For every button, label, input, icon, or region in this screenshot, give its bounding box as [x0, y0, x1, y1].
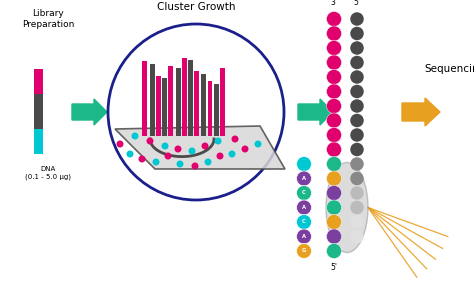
Circle shape — [153, 158, 159, 166]
Circle shape — [350, 56, 364, 69]
Text: Cluster Growth: Cluster Growth — [157, 2, 235, 12]
Circle shape — [327, 200, 341, 215]
Circle shape — [350, 99, 364, 113]
Circle shape — [350, 172, 364, 185]
Circle shape — [327, 113, 341, 128]
Circle shape — [297, 214, 311, 229]
Circle shape — [350, 85, 364, 98]
Circle shape — [327, 171, 341, 186]
Circle shape — [327, 11, 341, 26]
Circle shape — [327, 84, 341, 99]
Circle shape — [327, 128, 341, 143]
Text: A: A — [302, 176, 306, 181]
Text: DNA
(0.1 - 5.0 μg): DNA (0.1 - 5.0 μg) — [25, 166, 71, 179]
Circle shape — [327, 41, 341, 55]
FancyArrow shape — [72, 99, 107, 125]
Circle shape — [327, 70, 341, 85]
Circle shape — [191, 162, 199, 170]
Text: 5': 5' — [330, 263, 337, 272]
Circle shape — [215, 137, 221, 145]
Circle shape — [350, 12, 364, 26]
Circle shape — [327, 243, 341, 258]
Bar — [208, 81, 212, 136]
Circle shape — [350, 27, 364, 40]
Circle shape — [131, 133, 138, 139]
Circle shape — [350, 186, 364, 200]
Circle shape — [117, 141, 124, 147]
Bar — [201, 74, 207, 136]
Circle shape — [297, 243, 311, 258]
Ellipse shape — [326, 162, 368, 252]
Circle shape — [297, 171, 311, 186]
Circle shape — [127, 151, 134, 158]
Circle shape — [201, 143, 209, 149]
FancyArrow shape — [402, 98, 440, 126]
Circle shape — [350, 157, 364, 171]
Bar — [168, 66, 173, 136]
Text: Library
Preparation: Library Preparation — [22, 9, 74, 29]
Text: Sequencing: Sequencing — [424, 64, 474, 74]
Text: A: A — [302, 234, 306, 239]
Bar — [149, 64, 155, 136]
Bar — [215, 84, 219, 136]
Bar — [34, 129, 43, 154]
Circle shape — [174, 145, 182, 153]
Text: C: C — [302, 191, 306, 195]
Bar — [34, 69, 43, 154]
Circle shape — [350, 70, 364, 84]
Circle shape — [297, 229, 311, 244]
Circle shape — [350, 230, 364, 243]
Circle shape — [327, 214, 341, 229]
Circle shape — [350, 41, 364, 55]
Circle shape — [189, 147, 195, 154]
Bar — [34, 69, 43, 94]
Circle shape — [164, 153, 172, 160]
Text: A: A — [302, 205, 306, 210]
Circle shape — [327, 142, 341, 157]
Text: C: C — [302, 220, 306, 224]
Text: 5': 5' — [354, 0, 361, 7]
Circle shape — [146, 137, 154, 145]
Circle shape — [327, 55, 341, 70]
Bar — [182, 58, 186, 136]
Circle shape — [327, 229, 341, 244]
Circle shape — [204, 158, 211, 166]
Circle shape — [217, 153, 224, 160]
Text: 3': 3' — [330, 0, 337, 7]
Bar — [194, 71, 200, 136]
Bar — [175, 68, 181, 136]
Circle shape — [327, 99, 341, 114]
Bar — [189, 60, 193, 136]
Circle shape — [162, 143, 168, 149]
Text: G: G — [302, 248, 306, 254]
Circle shape — [350, 143, 364, 156]
Circle shape — [228, 151, 236, 158]
Circle shape — [176, 160, 183, 168]
FancyArrow shape — [298, 99, 333, 125]
Circle shape — [350, 215, 364, 229]
Circle shape — [350, 128, 364, 142]
Circle shape — [350, 201, 364, 214]
Circle shape — [327, 156, 341, 172]
Circle shape — [241, 145, 248, 153]
Polygon shape — [115, 126, 285, 169]
Circle shape — [297, 200, 311, 215]
Bar — [220, 68, 226, 136]
Circle shape — [350, 114, 364, 127]
Circle shape — [327, 26, 341, 41]
Circle shape — [327, 185, 341, 201]
Circle shape — [231, 135, 238, 143]
Circle shape — [297, 185, 311, 201]
Bar — [155, 76, 161, 136]
Circle shape — [297, 156, 311, 172]
Circle shape — [138, 156, 146, 162]
Circle shape — [255, 141, 262, 147]
Bar — [163, 78, 167, 136]
Bar — [143, 61, 147, 136]
